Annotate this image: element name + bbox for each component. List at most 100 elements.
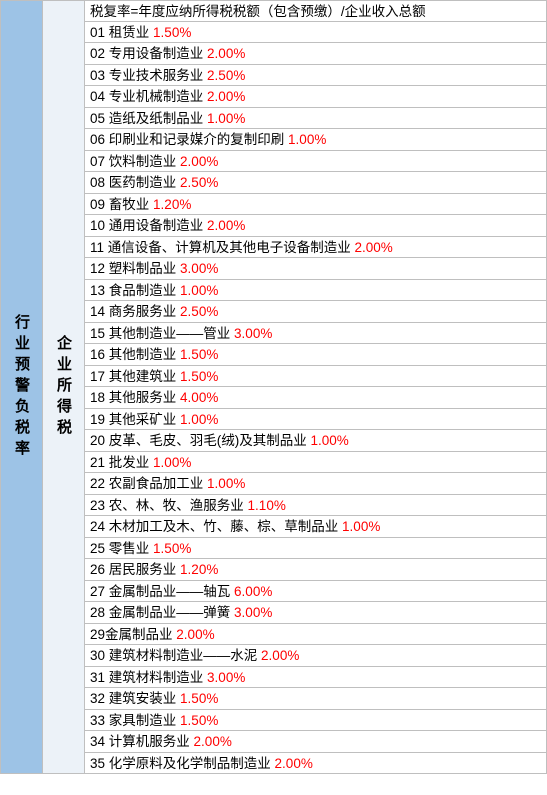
row-label: 批发业 — [109, 455, 153, 470]
row-label: 塑料制品业 — [109, 261, 180, 276]
row-number: 17 — [90, 369, 109, 384]
formula-row: 税复率=年度应纳所得税税额（包含预缴）/企业收入总额 — [84, 0, 547, 22]
row-number: 15 — [90, 326, 109, 341]
row-label: 金属制品业——弹簧 — [109, 605, 234, 620]
table-row: 34 计算机服务业 2.00% — [84, 731, 547, 753]
row-label: 木材加工及木、竹、藤、棕、草制品业 — [109, 519, 342, 534]
row-rate: 1.00% — [153, 455, 191, 470]
row-rate: 3.00% — [180, 261, 218, 276]
table-row: 09 畜牧业 1.20% — [84, 194, 547, 216]
table-row: 01 租赁业 1.50% — [84, 22, 547, 44]
row-rate: 2.50% — [180, 175, 218, 190]
row-rate: 2.00% — [355, 240, 393, 255]
row-rate: 2.00% — [194, 734, 232, 749]
row-rate: 1.00% — [180, 412, 218, 427]
row-number: 20 — [90, 433, 109, 448]
row-rate: 3.00% — [234, 326, 272, 341]
row-number: 06 — [90, 132, 109, 147]
row-label: 金属制品业——轴瓦 — [109, 584, 234, 599]
row-rate: 4.00% — [180, 390, 218, 405]
table-row: 11 通信设备、计算机及其他电子设备制造业 2.00% — [84, 237, 547, 259]
row-label: 通用设备制造业 — [109, 218, 207, 233]
row-number: 01 — [90, 25, 109, 40]
row-number: 29 — [90, 627, 105, 642]
row-rate: 1.00% — [180, 283, 218, 298]
row-label: 家具制造业 — [109, 713, 180, 728]
table-row: 35 化学原料及化学制品制造业 2.00% — [84, 753, 547, 775]
table-row: 17 其他建筑业 1.50% — [84, 366, 547, 388]
row-number: 12 — [90, 261, 109, 276]
row-rate: 2.00% — [207, 218, 245, 233]
row-number: 18 — [90, 390, 109, 405]
table-row: 05 造纸及纸制品业 1.00% — [84, 108, 547, 130]
row-number: 23 — [90, 498, 109, 513]
row-rate: 2.50% — [207, 68, 245, 83]
mid-header-text: 企业所得税 — [53, 335, 74, 440]
table-row: 03 专业技术服务业 2.50% — [84, 65, 547, 87]
row-number: 33 — [90, 713, 109, 728]
table-row: 30 建筑材料制造业——水泥 2.00% — [84, 645, 547, 667]
table-row: 26 居民服务业 1.20% — [84, 559, 547, 581]
row-label: 其他采矿业 — [109, 412, 180, 427]
row-number: 21 — [90, 455, 109, 470]
row-number: 34 — [90, 734, 109, 749]
row-rate: 2.00% — [275, 756, 313, 771]
row-label: 食品制造业 — [109, 283, 180, 298]
table-row: 04 专业机械制造业 2.00% — [84, 86, 547, 108]
row-label: 造纸及纸制品业 — [109, 111, 207, 126]
table-row: 08 医药制造业 2.50% — [84, 172, 547, 194]
row-rate: 1.00% — [342, 519, 380, 534]
row-rate: 1.50% — [180, 347, 218, 362]
row-label: 建筑安装业 — [109, 691, 180, 706]
data-column: 税复率=年度应纳所得税税额（包含预缴）/企业收入总额 01 租赁业 1.50%0… — [84, 0, 547, 774]
table-row: 07 饮料制造业 2.00% — [84, 151, 547, 173]
row-rate: 1.10% — [248, 498, 286, 513]
row-label: 专业技术服务业 — [109, 68, 207, 83]
row-rate: 1.00% — [288, 132, 326, 147]
left-header-text: 行业预警负税率 — [11, 314, 32, 461]
row-rate: 2.00% — [176, 627, 214, 642]
row-label: 化学原料及化学制品制造业 — [109, 756, 275, 771]
table-row: 29金属制品业 2.00% — [84, 624, 547, 646]
row-label: 农副食品加工业 — [109, 476, 207, 491]
row-number: 19 — [90, 412, 109, 427]
row-number: 31 — [90, 670, 109, 685]
row-number: 11 — [90, 240, 108, 255]
row-label: 其他服务业 — [109, 390, 180, 405]
row-label: 医药制造业 — [109, 175, 180, 190]
table-row: 19 其他采矿业 1.00% — [84, 409, 547, 431]
row-label: 通信设备、计算机及其他电子设备制造业 — [108, 240, 355, 255]
row-number: 25 — [90, 541, 109, 556]
row-label: 专业机械制造业 — [109, 89, 207, 104]
row-number: 08 — [90, 175, 109, 190]
row-number: 22 — [90, 476, 109, 491]
row-rate: 1.50% — [180, 713, 218, 728]
table-row: 18 其他服务业 4.00% — [84, 387, 547, 409]
table-row: 16 其他制造业 1.50% — [84, 344, 547, 366]
table-row: 06 印刷业和记录媒介的复制印刷 1.00% — [84, 129, 547, 151]
row-label: 建筑材料制造业——水泥 — [109, 648, 261, 663]
row-rate: 2.00% — [207, 89, 245, 104]
row-rate: 2.00% — [261, 648, 299, 663]
table-row: 02 专用设备制造业 2.00% — [84, 43, 547, 65]
mid-header-column: 企业所得税 — [42, 0, 84, 774]
row-rate: 1.50% — [180, 691, 218, 706]
row-number: 27 — [90, 584, 109, 599]
row-label: 印刷业和记录媒介的复制印刷 — [109, 132, 288, 147]
row-number: 13 — [90, 283, 109, 298]
row-label: 其他建筑业 — [109, 369, 180, 384]
table-row: 22 农副食品加工业 1.00% — [84, 473, 547, 495]
table-row: 31 建筑材料制造业 3.00% — [84, 667, 547, 689]
row-rate: 1.00% — [207, 476, 245, 491]
table-row: 13 食品制造业 1.00% — [84, 280, 547, 302]
table-row: 15 其他制造业——管业 3.00% — [84, 323, 547, 345]
row-number: 05 — [90, 111, 109, 126]
row-rate: 1.00% — [311, 433, 349, 448]
row-label: 租赁业 — [109, 25, 153, 40]
row-label: 零售业 — [109, 541, 153, 556]
table-row: 12 塑料制品业 3.00% — [84, 258, 547, 280]
table-row: 23 农、林、牧、渔服务业 1.10% — [84, 495, 547, 517]
row-number: 02 — [90, 46, 109, 61]
row-rate: 2.00% — [207, 46, 245, 61]
row-number: 30 — [90, 648, 109, 663]
